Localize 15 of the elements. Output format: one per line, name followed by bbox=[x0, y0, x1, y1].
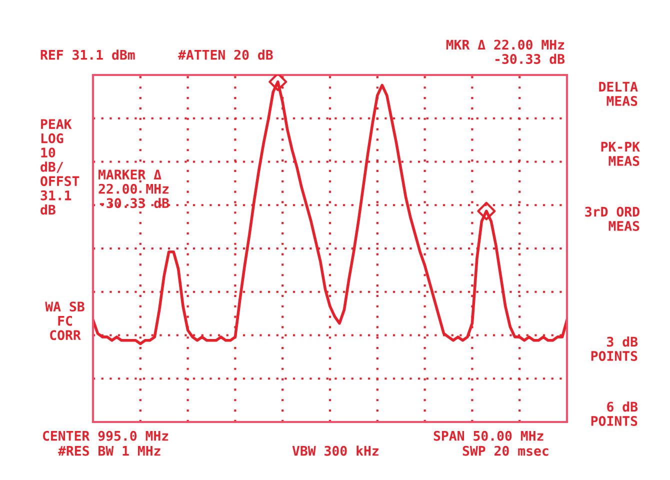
text: WA SB FC CORR bbox=[45, 302, 84, 340]
text: 3 dB POINTS bbox=[591, 336, 638, 361]
text: PK-PK MEAS bbox=[601, 142, 640, 166]
text: 3rD ORD MEAS bbox=[585, 206, 640, 231]
text: VBW 300 kHz bbox=[292, 446, 378, 456]
text: #RES BW 1 MHz bbox=[58, 446, 160, 456]
text: #ATTEN 20 dB bbox=[178, 50, 273, 60]
text: PEAK LOG 10 dB/ OFFST 31.1 dB bbox=[40, 119, 80, 215]
text: SPAN 50.00 MHz bbox=[434, 430, 544, 441]
text: MKR Δ 22.00 MHz -30.33 dB bbox=[446, 40, 565, 64]
text: 6 dB POINTS bbox=[591, 401, 638, 426]
text: SWP 20 msec bbox=[462, 446, 548, 456]
text: REF 31.1 dBm bbox=[40, 50, 135, 60]
text: DELTA MEAS bbox=[599, 82, 638, 106]
text: CENTER 995.0 MHz bbox=[42, 430, 168, 441]
